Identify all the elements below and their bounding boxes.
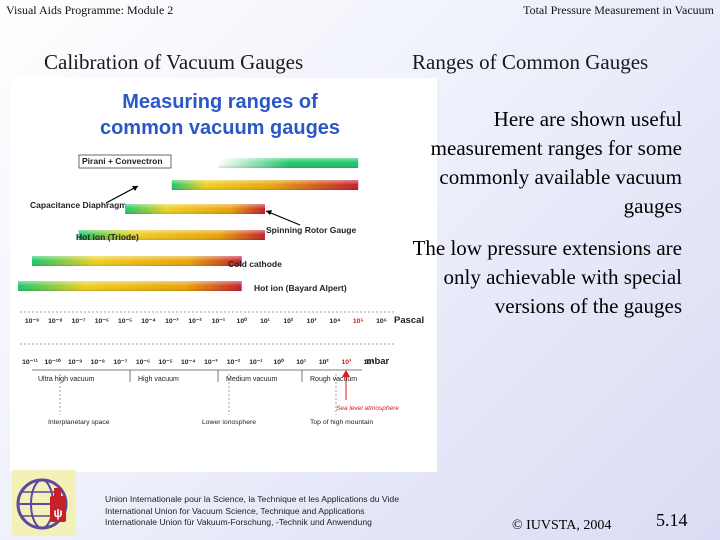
diagram-heading-line2: common vacuum gauges <box>100 117 340 139</box>
mbar-tick: 10³ <box>341 359 352 366</box>
mbar-tick: 10⁻³ <box>204 359 218 366</box>
sea-level-arrowhead <box>342 370 350 377</box>
capacitance-pointer <box>105 185 139 204</box>
pirani-label-box <box>78 154 172 169</box>
pascal-tick: 10⁻⁶ <box>95 318 109 325</box>
mbar-tick: 10⁻⁶ <box>136 359 150 366</box>
regime-label: Ultra high vacuum <box>38 376 95 383</box>
iuvsta-logo-icon: ψ <box>12 470 76 536</box>
description-paragraph-1: Here are shown useful measurement ranges… <box>430 107 682 218</box>
sea-level-label: Sea level atmosphere <box>336 405 399 412</box>
gauge-bar-shade-2 <box>125 204 265 214</box>
pascal-tick: 10³ <box>307 318 318 325</box>
gauge-bar-shade-4 <box>32 256 242 266</box>
gauge-bar-shade-5 <box>18 281 242 291</box>
regime-label: Rough vacuum <box>310 376 357 383</box>
organisation-names: Union Internationale pour la Science, la… <box>105 494 399 529</box>
mbar-tick: 10⁻¹¹ <box>22 359 38 366</box>
mbar-tick: 10⁻¹⁰ <box>45 358 61 366</box>
mbar-tick: 10⁰ <box>273 358 284 366</box>
mbar-tick: 10⁻⁴ <box>181 359 196 366</box>
gauge-label-1: Capacitance Diaphragm <box>30 200 127 210</box>
mbar-unit: mbar <box>366 356 390 367</box>
description-paragraph-2: The low pressure extensions are only ach… <box>412 236 682 318</box>
pascal-tick: 10⁻⁴ <box>141 318 156 325</box>
copyright: © IUVSTA, 2004 <box>512 518 612 533</box>
mbar-tick: 10⁴ <box>364 359 375 366</box>
pascal-unit: Pascal <box>394 315 424 326</box>
spinning-rotor-pointer <box>265 210 301 226</box>
regime-label: High vacuum <box>138 376 179 383</box>
mbar-axis: 10⁻¹¹ 10⁻¹⁰ 10⁻⁹ 10⁻⁸ 10⁻⁷ 10⁻⁶ 10⁻⁵ 10⁻⁴ 10⁻³ 10… <box>20 343 395 367</box>
altitude-label: Lower ionosphere <box>202 419 256 426</box>
mbar-tick: 10⁻⁸ <box>91 359 105 366</box>
pascal-tick: 10² <box>283 318 294 325</box>
altitude-markers: Interplanetary space Lower ionosphere Top … <box>48 374 373 426</box>
pascal-tick: 10⁻² <box>188 318 202 325</box>
gauge-label-4: Cold cathode <box>228 259 282 269</box>
slide-title-left: Calibration of Vacuum Gauges <box>44 50 304 74</box>
mbar-tick: 10⁻⁷ <box>113 359 127 366</box>
pascal-axis: 10⁻⁹ 10⁻⁸ 10⁻⁷ 10⁻⁶ 10⁻⁵ 10⁻⁴ 10⁻³ 10⁻² 10⁻¹ 10⁰ 1… <box>20 311 424 326</box>
slide-title-right: Ranges of Common Gauges <box>412 50 649 74</box>
org-name-de: Internationale Union für Vakuum-Forschun… <box>105 517 372 527</box>
pascal-tick: 10⁻⁷ <box>72 318 86 325</box>
gauge-label-3: Hot ion (Triode) <box>76 232 139 242</box>
mbar-tick: 10² <box>319 359 330 366</box>
pascal-tick: 10⁶ <box>376 318 387 325</box>
pascal-tick: 10⁻⁵ <box>118 318 132 325</box>
header-topic: Total Pressure Measurement in Vacuum <box>523 3 714 17</box>
pascal-tick: 10⁰ <box>237 317 248 325</box>
spinning-rotor-arrowhead <box>266 210 272 215</box>
gauge-bar-shade-1 <box>171 180 359 190</box>
pascal-tick: 10¹ <box>260 318 271 325</box>
org-name-en: International Union for Vacuum Science, … <box>105 505 365 516</box>
svg-text:ψ: ψ <box>53 506 62 520</box>
gauge-range-diagram: Measuring ranges of common vacuum gauges… <box>10 78 437 472</box>
diagram-heading-line1: Measuring ranges of <box>122 91 318 113</box>
org-name-fr: Union Internationale pour la Science, la… <box>105 494 399 504</box>
mbar-tick: 10¹ <box>296 359 307 366</box>
diagram-canvas: Measuring ranges of common vacuum gauges… <box>18 91 424 426</box>
gauge-label-2: Spinning Rotor Gauge <box>266 225 356 235</box>
gauge-bar-shade-0 <box>218 158 359 168</box>
altitude-label: Top of high mountain <box>310 419 373 426</box>
mbar-tick: 10⁻⁵ <box>158 359 172 366</box>
pascal-tick: 10⁻¹ <box>212 318 226 325</box>
pascal-tick: 10⁵ <box>353 318 364 325</box>
header-module: Visual Aids Programme: Module 2 <box>6 3 174 17</box>
mbar-tick: 10⁻¹ <box>249 359 263 366</box>
altitude-label: Interplanetary space <box>48 419 110 426</box>
mbar-tick: 10⁻² <box>227 359 241 366</box>
vacuum-regimes: Ultra high vacuum High vacuum Medium vacuu… <box>32 369 399 412</box>
gauge-bars: Pirani + Convectron Capacitance Diaphragm… <box>18 154 359 293</box>
pascal-tick: 10⁴ <box>329 318 340 325</box>
gauge-bar-shade-3 <box>78 230 265 240</box>
gauge-label-0: Pirani + Convectron <box>82 156 163 166</box>
pascal-tick: 10⁻³ <box>165 318 179 325</box>
regime-label: Medium vacuum <box>226 376 278 383</box>
slide-number: 5.14 <box>656 510 688 530</box>
gauge-label-5: Hot ion (Bayard Alpert) <box>254 283 347 293</box>
pascal-tick: 10⁻⁸ <box>48 318 62 325</box>
pascal-tick: 10⁻⁹ <box>25 318 39 325</box>
mbar-tick: 10⁻⁹ <box>68 359 82 366</box>
capacitance-arrowhead <box>132 186 138 191</box>
